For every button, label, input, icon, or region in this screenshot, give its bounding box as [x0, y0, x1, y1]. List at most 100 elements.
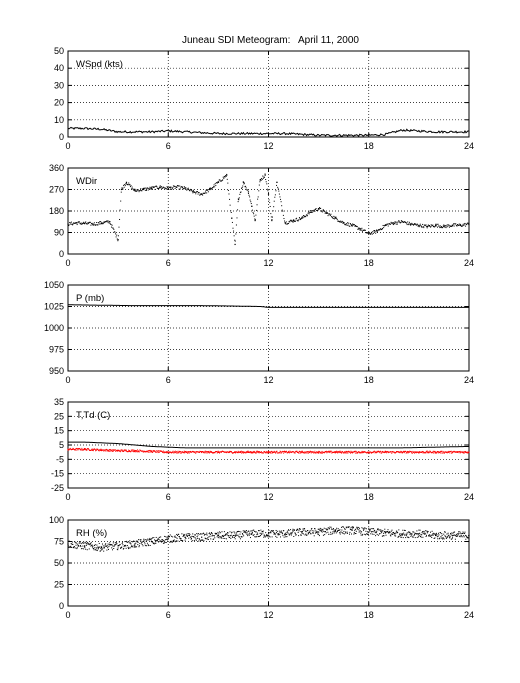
- data-point: [223, 534, 225, 536]
- data-point: [383, 451, 385, 453]
- data-point: [170, 535, 172, 537]
- data-point: [417, 451, 419, 453]
- data-point: [115, 544, 117, 546]
- data-point: [338, 529, 340, 531]
- data-point: [164, 535, 166, 537]
- data-point: [219, 179, 221, 181]
- data-point: [231, 532, 233, 534]
- data-point: [159, 185, 161, 187]
- data-point: [73, 222, 75, 224]
- data-point: [174, 187, 176, 189]
- data-point: [456, 451, 458, 453]
- data-point: [203, 192, 205, 194]
- data-point: [271, 452, 273, 454]
- data-point: [418, 225, 420, 227]
- data-point: [365, 528, 367, 530]
- data-point: [267, 193, 270, 195]
- data-point: [174, 450, 176, 452]
- data-point: [83, 542, 85, 544]
- data-point: [432, 451, 434, 453]
- data-point: [92, 224, 94, 226]
- data-point: [249, 537, 251, 539]
- data-point: [195, 539, 197, 541]
- data-point: [440, 226, 442, 228]
- data-point: [267, 190, 269, 192]
- data-point: [377, 534, 379, 536]
- data-point: [76, 448, 78, 450]
- x-tick-label: 0: [65, 375, 70, 385]
- data-point: [67, 449, 69, 451]
- data-point: [77, 543, 79, 545]
- data-point: [433, 451, 435, 453]
- data-point: [251, 205, 253, 207]
- data-point: [322, 528, 324, 530]
- data-point: [334, 452, 336, 454]
- data-point: [72, 448, 74, 450]
- data-point: [403, 221, 405, 223]
- data-point: [227, 189, 229, 191]
- data-point: [149, 537, 151, 539]
- data-point: [338, 220, 340, 222]
- data-point: [283, 530, 285, 532]
- data-point: [362, 533, 364, 535]
- data-point: [466, 222, 468, 224]
- data-point: [406, 452, 408, 454]
- data-point: [271, 536, 273, 538]
- data-point: [186, 535, 188, 537]
- data-point: [154, 188, 156, 190]
- data-point: [340, 450, 342, 452]
- data-point: [302, 215, 304, 217]
- data-point: [317, 208, 319, 210]
- data-point: [398, 220, 400, 222]
- data-point: [206, 452, 208, 454]
- data-point: [284, 533, 286, 535]
- data-point: [438, 532, 440, 534]
- data-point: [426, 225, 428, 228]
- data-point: [136, 451, 138, 453]
- data-point: [257, 450, 259, 452]
- data-point: [199, 194, 201, 196]
- data-point: [457, 533, 459, 535]
- data-point: [430, 534, 432, 536]
- data-point: [390, 223, 392, 225]
- x-tick-label: 6: [166, 492, 171, 502]
- data-point: [345, 450, 347, 452]
- data-point: [376, 451, 378, 453]
- data-point: [194, 191, 196, 193]
- data-point: [166, 186, 168, 188]
- data-point: [146, 187, 148, 189]
- data-point: [208, 450, 210, 452]
- data-point: [210, 451, 212, 453]
- data-point: [354, 532, 356, 534]
- data-point: [381, 228, 383, 230]
- data-point: [155, 536, 157, 538]
- data-point: [125, 449, 127, 451]
- data-point: [347, 222, 349, 224]
- data-point: [342, 526, 344, 528]
- data-point: [153, 450, 155, 452]
- data-point: [132, 546, 134, 548]
- data-point: [86, 549, 88, 551]
- data-point: [284, 220, 286, 222]
- data-point: [405, 537, 407, 539]
- data-point: [200, 193, 202, 195]
- data-point: [90, 545, 92, 547]
- data-point: [396, 530, 398, 532]
- data-point: [191, 189, 193, 191]
- data-point: [418, 226, 420, 228]
- data-point: [209, 188, 211, 191]
- data-point: [438, 538, 440, 540]
- data-point: [108, 222, 110, 224]
- data-point: [451, 225, 453, 227]
- data-point: [398, 220, 400, 222]
- data-point: [181, 533, 183, 535]
- data-point: [265, 181, 267, 183]
- data-point: [446, 225, 448, 227]
- data-point: [187, 534, 189, 536]
- data-point: [402, 537, 404, 539]
- data-point: [362, 229, 364, 231]
- data-point: [193, 451, 195, 453]
- data-point: [184, 187, 186, 189]
- data-point: [371, 233, 373, 235]
- data-point: [261, 530, 263, 532]
